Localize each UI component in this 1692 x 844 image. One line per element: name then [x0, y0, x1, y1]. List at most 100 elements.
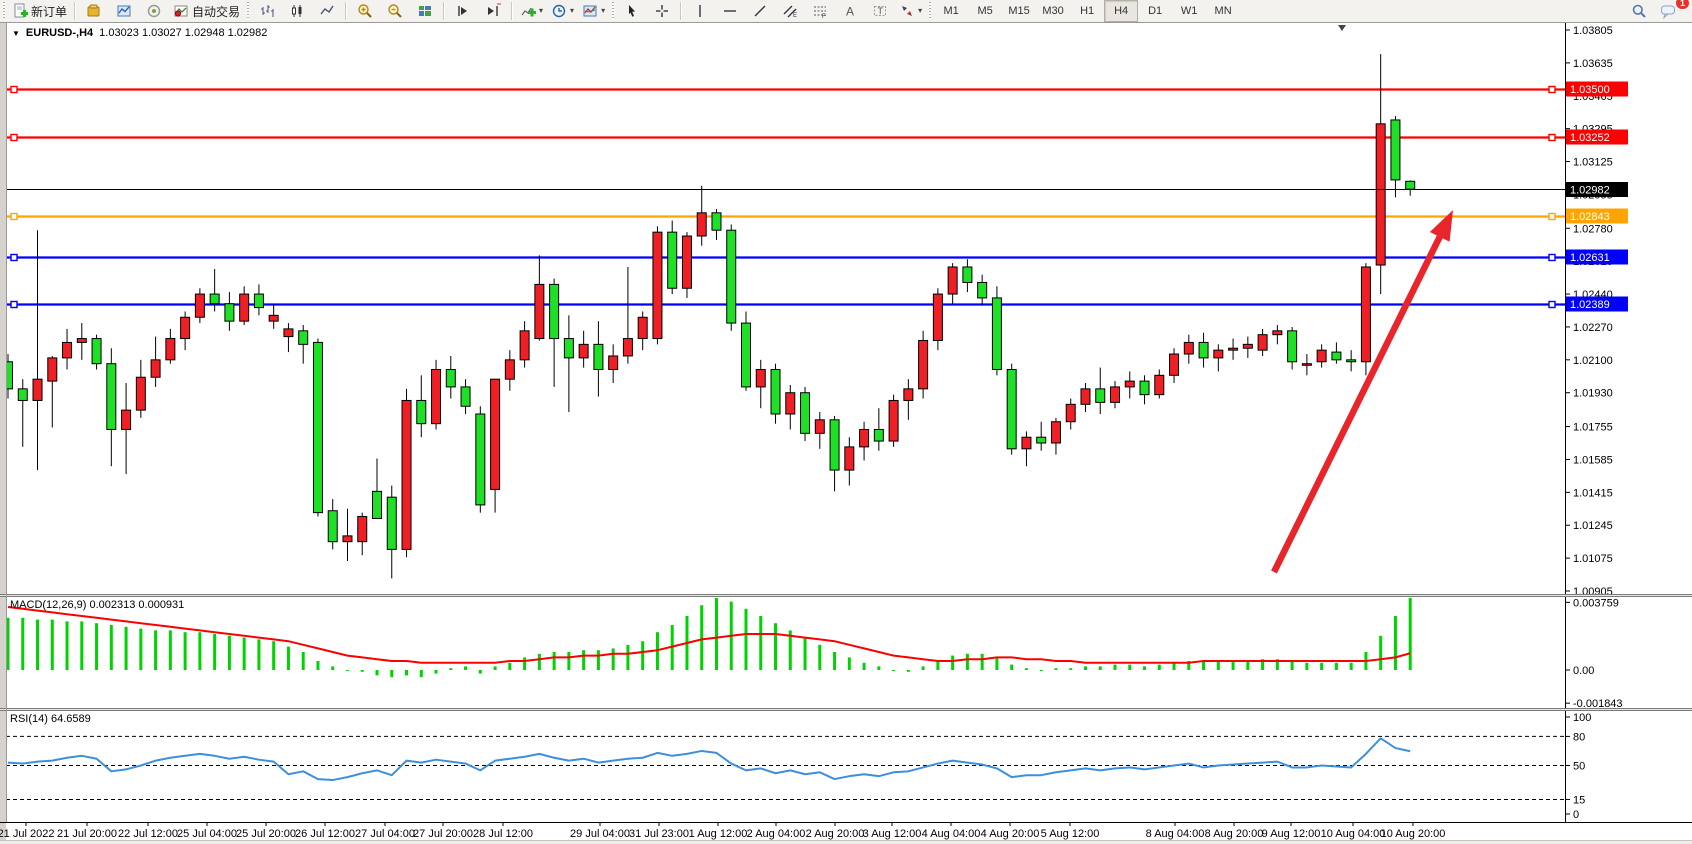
timeframe-m30-button[interactable]: M30: [1042, 5, 1064, 17]
zoom-in-button[interactable]: [350, 0, 380, 22]
rsi-indicator-label: RSI(14) 64.6589: [10, 713, 91, 725]
line-handle[interactable]: [10, 300, 18, 309]
line-chart-button[interactable]: [312, 0, 342, 22]
price-hline-1.03252[interactable]: [6, 133, 1565, 142]
time-tick-label: 21 Jul 2022: [0, 828, 54, 840]
line-handle[interactable]: [1548, 212, 1556, 221]
equidistant-channel-button[interactable]: E: [775, 0, 805, 22]
timeframe-h4-button[interactable]: H4: [1104, 0, 1139, 22]
auto-trading-button[interactable]: 自动交易: [169, 0, 244, 22]
candle: [180, 311, 191, 351]
candle: [106, 348, 117, 467]
time-tick-label: 2 Aug 04:00: [747, 828, 806, 840]
candlestick-chart-button[interactable]: [282, 0, 312, 22]
line-handle[interactable]: [1548, 253, 1556, 262]
time-tick-label: 31 Jul 23:00: [629, 828, 689, 840]
market-button[interactable]: [79, 0, 109, 22]
panel-splitter[interactable]: [0, 594, 1692, 597]
chart-shift-button[interactable]: [478, 0, 508, 22]
time-tick-label: 5 Aug 12:00: [1041, 828, 1100, 840]
timeframe-m15-button[interactable]: M15: [1008, 5, 1030, 17]
candle: [283, 323, 294, 353]
line-handle[interactable]: [10, 253, 18, 262]
periods-icon: [552, 4, 566, 18]
auto-scroll-button[interactable]: [448, 0, 478, 22]
chart-collapse-icon[interactable]: ▼: [12, 28, 20, 38]
macd-bar: [168, 630, 172, 670]
line-handle[interactable]: [1548, 85, 1556, 94]
zoom-out-button[interactable]: [380, 0, 410, 22]
arrows-button[interactable]: ▾: [895, 0, 926, 22]
toolbar-grip[interactable]: [2, 2, 6, 20]
line-handle[interactable]: [10, 212, 18, 221]
trend-arrow[interactable]: [1271, 210, 1453, 574]
zoom-out-icon: [388, 4, 402, 18]
time-axis[interactable]: 21 Jul 2022 21 Jul 20:00 22 Jul 12:00 25 Ju…: [0, 822, 1692, 840]
macd-bar: [1349, 662, 1353, 670]
price-hline-1.02389[interactable]: [6, 300, 1565, 309]
macd-bar: [788, 630, 792, 670]
time-tick-label: 8 Aug 20:00: [1205, 828, 1264, 840]
timeframe-h1-button[interactable]: H1: [1080, 5, 1095, 17]
line-handle[interactable]: [1548, 133, 1556, 142]
chart-shift-marker[interactable]: [1338, 25, 1346, 31]
chat-bubble-icon: [1661, 5, 1675, 19]
dropdown-caret-icon: ▾: [601, 6, 606, 15]
toolbar-grip[interactable]: [928, 2, 933, 20]
macd-bar: [449, 668, 453, 670]
text-label-button[interactable]: T: [865, 0, 895, 22]
candle: [637, 311, 648, 351]
candle: [1169, 348, 1180, 384]
svg-text:1.02982: 1.02982: [1570, 185, 1610, 197]
candle: [829, 415, 840, 492]
line-handle[interactable]: [10, 133, 18, 142]
toolbar-grip[interactable]: [611, 2, 616, 20]
vertical-line-button[interactable]: [685, 0, 715, 22]
fibonacci-button[interactable]: F: [805, 0, 835, 22]
macd-bar: [965, 653, 969, 670]
svg-text:E: E: [793, 13, 797, 19]
candle: [372, 458, 382, 519]
timeframe-m5-button[interactable]: M5: [977, 5, 993, 17]
line-handle[interactable]: [1548, 300, 1556, 309]
timeframe-w1-button[interactable]: W1: [1180, 5, 1198, 17]
price-axis[interactable]: 1.038051.036351.034651.032951.031251.029…: [1565, 23, 1628, 822]
price-tick-label: 1.01755: [1573, 422, 1613, 434]
cursor-button[interactable]: [617, 0, 647, 22]
panel-splitter[interactable]: [0, 708, 1692, 711]
new-order-button[interactable]: 新订单: [8, 0, 71, 22]
notifications-button[interactable]: 1: [1654, 0, 1689, 22]
candle: [1021, 431, 1032, 467]
candle: [578, 330, 589, 368]
toolbar-grip[interactable]: [246, 2, 251, 20]
periods-button[interactable]: ▾: [547, 0, 578, 22]
line-handle[interactable]: [10, 85, 18, 94]
text-button[interactable]: A: [835, 0, 865, 22]
profiles-button[interactable]: [109, 0, 139, 22]
bar-chart-button[interactable]: [252, 0, 282, 22]
candle: [1198, 332, 1209, 368]
price-hline-1.02843[interactable]: [6, 212, 1565, 221]
signals-button[interactable]: [139, 0, 169, 22]
macd-bar: [1069, 668, 1073, 670]
price-tick-label: 1.01245: [1573, 520, 1613, 532]
trendline-button[interactable]: [745, 0, 775, 22]
timeframe-d1-button[interactable]: D1: [1148, 5, 1163, 17]
search-button[interactable]: [1624, 0, 1654, 22]
horizontal-line-button[interactable]: [715, 0, 745, 22]
price-hline-1.03500[interactable]: [6, 85, 1565, 94]
macd-bar: [1054, 668, 1058, 670]
macd-bar: [567, 652, 571, 670]
templates-button[interactable]: ▾: [578, 0, 609, 22]
timeframe-mn-button[interactable]: MN: [1214, 5, 1232, 17]
price-hline-1.02631[interactable]: [6, 253, 1565, 262]
tile-windows-button[interactable]: [410, 0, 440, 22]
indicators-button[interactable]: ▾: [516, 0, 547, 22]
macd-bar: [1143, 666, 1147, 670]
timeframe-m1-button[interactable]: M1: [943, 5, 959, 17]
crosshair-button[interactable]: [647, 0, 677, 22]
macd-bar: [257, 639, 261, 670]
candle: [977, 274, 988, 306]
separator: [443, 2, 446, 20]
macd-bar: [183, 632, 187, 670]
